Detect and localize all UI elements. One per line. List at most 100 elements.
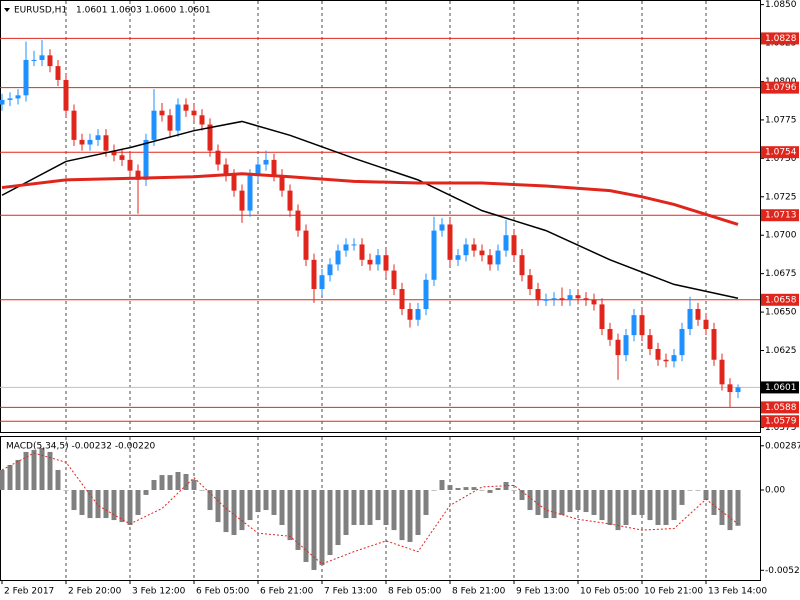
y-tick-label: 1.0650 [765,308,797,318]
candle-body [239,190,245,211]
y-tick-label: 1.0775 [765,115,797,125]
x-tick-label: 2 Feb 2017 [4,587,54,597]
candle-body [423,279,429,310]
macd-bar [663,490,669,525]
candle-body [151,110,157,140]
macd-bar [471,487,477,491]
macd-bar [559,490,565,515]
candle-body [15,95,21,99]
candle-body [359,244,365,260]
candle-body [671,355,677,362]
candle-body [711,328,717,360]
macd-bar [583,490,589,513]
macd-bar [487,490,493,493]
macd-bar [319,490,325,566]
candle-body [511,235,517,256]
macd-bar [615,490,621,531]
candle-body [471,244,477,251]
macd-bar [399,490,405,541]
x-tick-label: 6 Feb 05:00 [196,587,250,597]
macd-y-tick-label: -0.00521 [765,566,800,576]
macd-bar [687,490,693,491]
candle-body [39,55,45,60]
candle-body [599,304,605,329]
macd-bar [335,490,341,546]
x-tick-label: 3 Feb 12:00 [132,587,186,597]
macd-bar [623,490,629,525]
level-label-box [761,415,799,428]
candle-body [559,298,565,300]
macd-bar [535,490,541,515]
candle-body [407,309,413,320]
macd-bar [359,490,365,525]
candle-body [175,104,181,131]
candle-body [335,250,341,265]
x-tick-label: 10 Feb 21:00 [644,587,703,597]
macd-bar [15,459,21,491]
candle-body [311,259,317,290]
macd-y-tick-label: 0.00287 [765,441,800,451]
candle-body [31,59,37,61]
candle-body [7,98,13,100]
x-tick-label: 8 Feb 05:00 [388,587,442,597]
level-label: 1.0658 [765,295,797,305]
level-label: 1.0754 [765,148,797,158]
y-tick-label: 1.0850 [765,0,797,10]
candle-body [119,155,125,160]
candle-body [439,224,445,231]
macd-bar [647,490,653,521]
macd-bar [303,490,309,562]
y-tick-label: 1.0700 [765,231,797,241]
macd-bar [567,490,573,513]
candle-body [631,315,637,336]
macd-bar [0,469,5,491]
main-panel-border [0,0,761,433]
macd-bar [631,490,637,515]
level-label-box [761,209,799,222]
macd-bar [199,490,205,491]
candle-body [727,384,733,393]
macd-bar [367,490,373,525]
candle-body [375,255,381,265]
candle-body [655,348,661,360]
candle-body [719,359,725,385]
candle-body [247,175,253,211]
macd-bar [247,490,253,521]
macd-bar [519,490,525,501]
macd-bar [695,490,701,491]
macd-bar [55,469,61,491]
menu-arrow[interactable] [4,8,10,12]
x-tick-label: 7 Feb 13:00 [324,587,378,597]
macd-bar [575,490,581,511]
macd-bar [599,490,605,521]
y-tick-label: 1.0750 [765,154,797,164]
candle-body [71,110,77,140]
candle-body [303,230,309,260]
candle-body [455,255,461,260]
macd-bar [7,465,13,491]
candle-body [367,259,373,265]
candle-body [215,150,221,165]
level-label-box [761,32,799,45]
macd-bar [463,487,469,491]
candle-body [183,104,189,111]
macd-bar [383,490,389,525]
y-tick-label: 1.0625 [765,346,797,356]
macd-bar [311,490,317,570]
macd-bar [231,490,237,536]
x-tick-label: 10 Feb 05:00 [580,587,639,597]
candle-body [543,299,549,301]
macd-bar [287,490,293,541]
macd-bar [671,490,677,521]
macd-bar [479,490,485,491]
macd-bar [375,490,381,521]
candle-body [255,164,261,176]
x-tick-label: 2 Feb 20:00 [68,587,122,597]
level-label: 1.0796 [765,83,797,93]
candle-body [519,255,525,276]
candle-body [575,295,581,299]
level-label-box [761,293,799,306]
macd-bar [327,490,333,556]
level-label: 1.0579 [765,417,797,427]
